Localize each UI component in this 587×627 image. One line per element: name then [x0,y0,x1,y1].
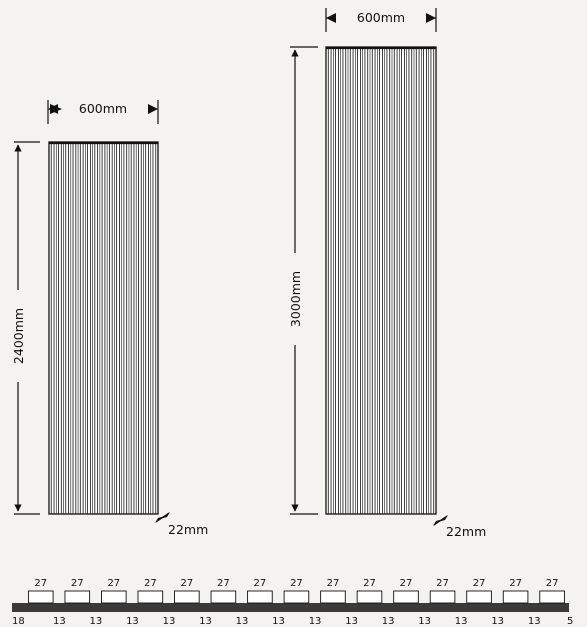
profile-slat [27,590,54,604]
profile-slat-width-label: 27 [546,578,559,589]
profile-slat [247,590,273,604]
profile-slat-width-label: 27 [217,578,230,589]
panel-body [48,141,159,515]
profile-slat [466,590,492,604]
profile-base [12,603,569,612]
profile-slat-width-label: 27 [436,578,449,589]
panel-width-label: 600mm [357,10,405,25]
panel-depth-label: 22mm [446,524,486,539]
panel-3000: 600mm 3000mm 22mm [288,8,486,539]
profile-slat-width-label: 27 [363,578,376,589]
profile-gap-label: 13 [199,616,212,627]
profile-gap-label: 13 [236,616,249,627]
panel-body [325,46,437,515]
profile-gap-label: 13 [272,616,285,627]
profile-gap-label: 13 [455,616,468,627]
profile-slat-width-label: 27 [180,578,193,589]
profile-gap-label: 13 [126,616,139,627]
depth-arrow-bottom [433,519,443,526]
profile-slat-width-label: 27 [34,578,47,589]
profile-gap-label: 5 [567,616,573,627]
panel-width-label: 600mm [79,101,127,116]
profile-slat [320,590,346,604]
profile-slat-width-label: 27 [509,578,522,589]
profile-gap-label: 13 [90,616,103,627]
panel-2400: 600mm 2400mm 22mm [11,100,208,537]
width-arrowhead-left [48,104,58,114]
profile-gap-label: 13 [53,616,66,627]
profile-slat-width-label: 27 [290,578,303,589]
profile-slat [101,590,127,604]
panel-slats [327,49,435,514]
profile-slat-width-label: 27 [473,578,486,589]
profile-slat [393,590,419,604]
panel-height-label: 2400mm [11,308,26,364]
width-arrowhead-right [148,104,158,114]
profile-slat-width-label: 27 [71,578,84,589]
profile-slat [210,590,237,604]
profile-gap-label: 13 [163,616,176,627]
profile-gap-label: 13 [418,616,431,627]
profile-slat [539,590,565,604]
profile-slat-width-label: 27 [400,578,413,589]
profile-slat [356,590,383,604]
depth-arrow-bottom [155,516,165,523]
profile-slat [137,590,164,604]
profile-gap-label: 13 [309,616,322,627]
profile-slat-width-label: 27 [254,578,267,589]
profile-slat-width-label: 27 [144,578,157,589]
profile-slat [429,590,456,604]
profile-slat [283,590,310,604]
profile-slat [174,590,200,604]
panel-depth-label: 22mm [168,522,208,537]
panel-height-label: 3000mm [288,271,303,327]
profile-slat-width-label: 27 [327,578,340,589]
profile-gap-label: 13 [491,616,504,627]
profile-slat-width-label: 27 [107,578,120,589]
profile-gap-label: 13 [528,616,541,627]
profile-gap-label: 13 [382,616,395,627]
profile-slat [502,590,529,604]
profile-section: 27 27 27 27 27 27 27 27 27 27 27 27 27 27 27 18 13 13 13 13… [12,578,573,627]
profile-gap-label: 13 [345,616,358,627]
profile-slat [64,590,91,604]
panel-slats [50,144,157,514]
profile-gap-label: 18 [12,616,25,627]
